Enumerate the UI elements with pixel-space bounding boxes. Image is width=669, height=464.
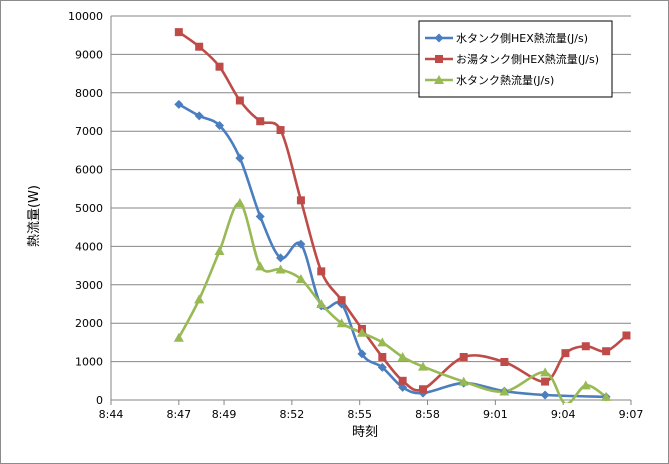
data-point xyxy=(357,349,367,359)
data-point xyxy=(458,376,469,386)
y-tick-label: 7000 xyxy=(75,125,103,138)
gridlines xyxy=(111,15,631,363)
data-point xyxy=(214,246,225,256)
data-point xyxy=(601,391,612,401)
y-tick-label: 2000 xyxy=(75,317,103,330)
data-point xyxy=(336,318,347,328)
data-point xyxy=(418,361,428,371)
legend: 水タンク側HEX熱流量(J/s) お湯タンク側HEX熱流量(J/s) 水タンク熱流量… xyxy=(418,20,613,98)
data-point xyxy=(459,352,468,361)
x-tick-label: 8:49 xyxy=(212,408,237,421)
y-tick-label: 5000 xyxy=(75,202,103,215)
data-point xyxy=(215,120,225,130)
legend-swatch-marker xyxy=(434,75,444,84)
data-point xyxy=(296,239,306,249)
data-point xyxy=(255,261,266,271)
data-point xyxy=(194,111,204,121)
x-tick-label: 8:52 xyxy=(280,408,305,421)
x-tick-label: 9:04 xyxy=(551,408,576,421)
data-point xyxy=(316,299,327,308)
data-point xyxy=(377,337,388,347)
data-point xyxy=(255,211,265,221)
legend-swatch-marker xyxy=(435,55,443,63)
data-point xyxy=(581,342,590,351)
data-point xyxy=(235,153,245,163)
data-point xyxy=(397,351,408,361)
data-point xyxy=(419,385,427,394)
data-point xyxy=(317,267,326,276)
y-tick-label: 0 xyxy=(96,394,103,407)
data-point xyxy=(356,327,367,337)
data-point xyxy=(215,62,224,71)
tick-labels: 0 1000 2000 3000 4000 5000 6000 7000 8000 9000 100… xyxy=(68,10,643,421)
data-point xyxy=(235,96,244,105)
x-tick-label: 8:47 xyxy=(166,408,191,421)
data-point xyxy=(580,380,591,390)
legend-label: 水タンク熱流量(J/s) xyxy=(456,73,554,87)
y-tick-label: 3000 xyxy=(75,279,103,292)
data-point xyxy=(540,390,550,400)
data-point xyxy=(602,347,611,356)
series-line-1 xyxy=(177,103,608,399)
data-point xyxy=(561,349,570,358)
legend-label: お湯タンク側HEX熱流量(J/s) xyxy=(456,52,599,66)
data-point xyxy=(541,377,550,386)
data-point xyxy=(275,264,286,274)
data-point xyxy=(499,386,510,396)
data-point xyxy=(398,376,407,385)
y-tick-label: 4000 xyxy=(75,240,103,253)
axes xyxy=(110,16,632,405)
y-tick-label: 8000 xyxy=(75,87,103,100)
data-point xyxy=(622,331,631,340)
x-tick-label: 9:01 xyxy=(483,408,508,421)
x-tick-label: 8:58 xyxy=(415,408,440,421)
data-point xyxy=(337,296,346,305)
x-tick-label: 8:44 xyxy=(99,408,124,421)
data-point xyxy=(378,352,387,361)
legend-label: 水タンク側HEX熱流量(J/s) xyxy=(456,31,588,45)
legend-swatch-marker xyxy=(434,33,444,43)
y-tick-label: 9000 xyxy=(75,48,103,61)
data-point xyxy=(256,117,265,126)
y-tick-label: 1000 xyxy=(75,356,103,369)
x-tick-label: 8:55 xyxy=(347,408,372,421)
data-point xyxy=(174,28,183,37)
data-point xyxy=(377,362,387,372)
data-point xyxy=(295,274,306,284)
data-point xyxy=(276,253,286,263)
data-point xyxy=(500,357,509,366)
data-point xyxy=(296,196,305,205)
data-point xyxy=(540,367,551,377)
y-tick-label: 6000 xyxy=(75,164,103,177)
y-axis-title: 熱流量(W) xyxy=(27,185,42,247)
data-point xyxy=(234,198,245,208)
x-tick-label: 9:07 xyxy=(619,408,644,421)
data-point xyxy=(195,42,204,51)
data-point xyxy=(173,332,184,342)
data-point xyxy=(276,126,285,135)
data-point xyxy=(194,294,205,304)
data-point xyxy=(398,382,408,392)
x-axis-title: 時刻 xyxy=(352,425,378,440)
markers-group xyxy=(173,28,631,402)
data-point xyxy=(174,99,184,109)
y-tick-label: 10000 xyxy=(68,10,103,23)
